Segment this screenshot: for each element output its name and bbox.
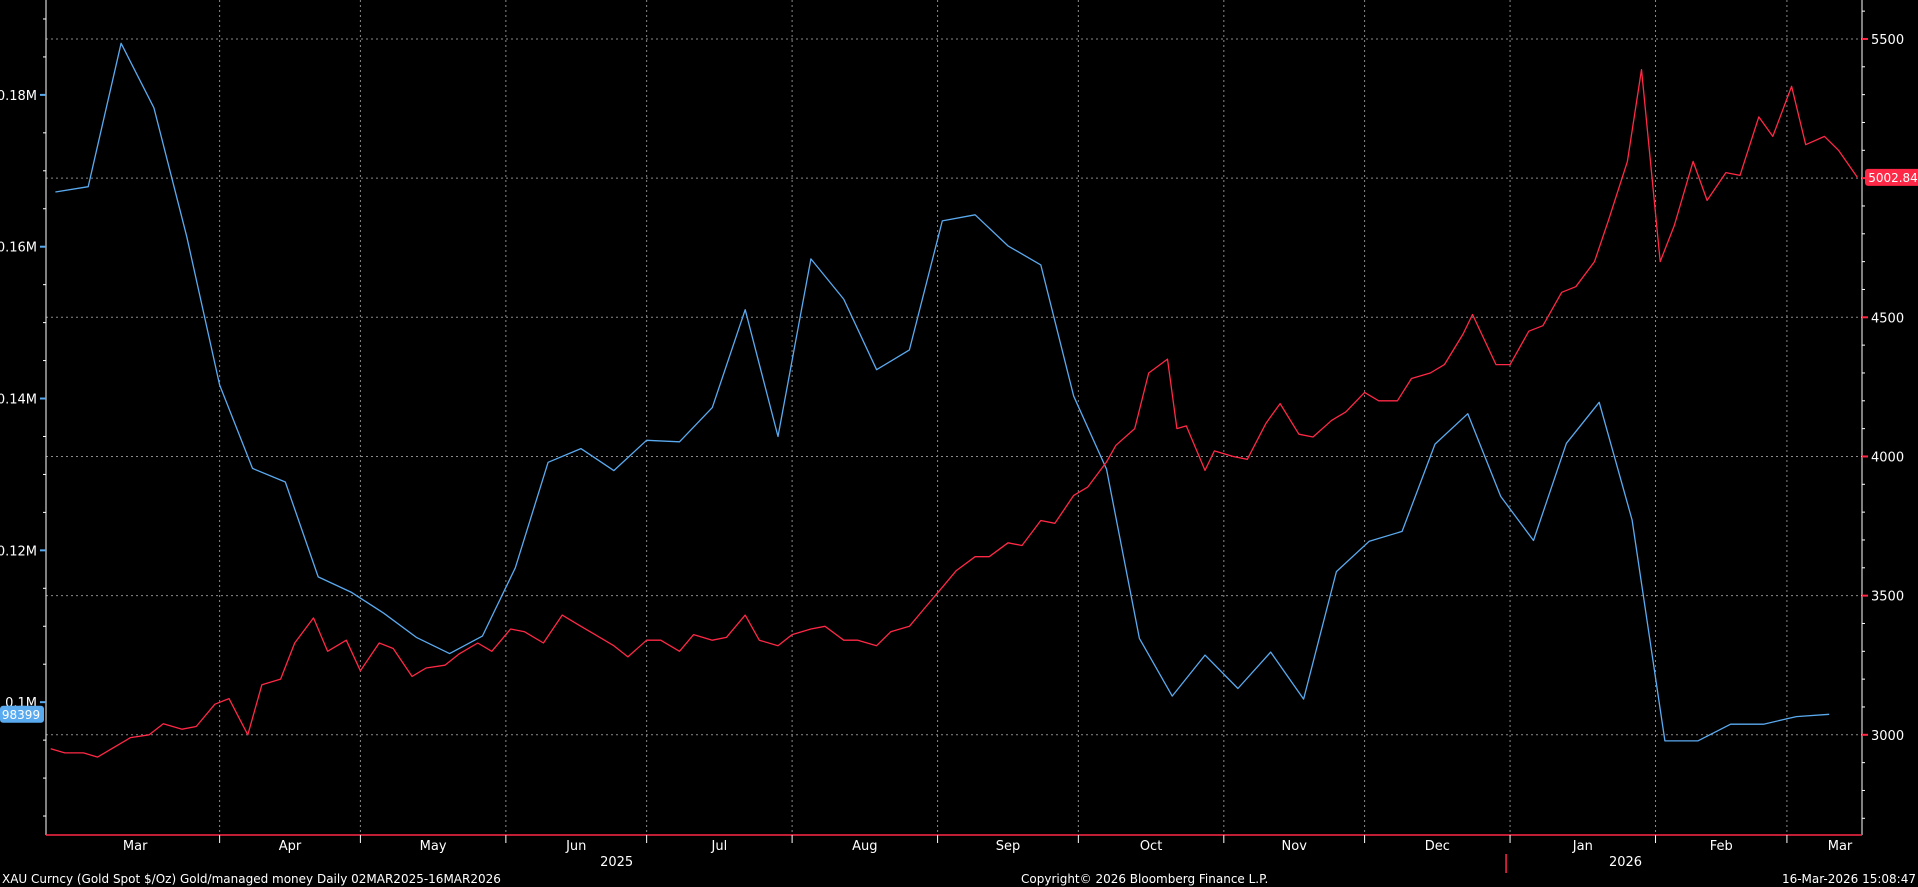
x-month-label: Apr bbox=[279, 839, 302, 854]
left-tick-label: 0.14M bbox=[0, 393, 37, 408]
gold-price-line bbox=[50, 68, 1858, 758]
x-year-label: 2026 bbox=[1609, 855, 1642, 870]
right-current-value-badge: 5002.84 bbox=[1865, 168, 1918, 186]
left-tick-label: 0.16M bbox=[0, 241, 37, 256]
x-month-label: Mar bbox=[1828, 839, 1853, 854]
right-tick-label: 4000 bbox=[1871, 450, 1904, 465]
axes bbox=[40, 0, 1868, 873]
right-tick-label: 4500 bbox=[1871, 311, 1904, 326]
gold-price-series bbox=[50, 68, 1858, 758]
managed-money-line bbox=[55, 42, 1830, 742]
x-month-label: Jul bbox=[711, 839, 728, 854]
x-month-label: Dec bbox=[1425, 839, 1450, 854]
x-year-label: 2025 bbox=[600, 855, 633, 870]
x-month-label: Sep bbox=[996, 839, 1021, 854]
x-month-label: Feb bbox=[1710, 839, 1733, 854]
x-month-label: Oct bbox=[1140, 839, 1162, 854]
grid-lines bbox=[46, 0, 1862, 835]
right-tick-label: 5500 bbox=[1871, 33, 1904, 48]
footer-timestamp: 16-Mar-2026 15:08:47 bbox=[1782, 872, 1916, 886]
left-tick-label: 0.18M bbox=[0, 89, 37, 104]
x-month-label: Jun bbox=[565, 839, 586, 854]
x-month-label: Mar bbox=[123, 839, 148, 854]
managed-money-series bbox=[55, 42, 1830, 742]
footer-description: XAU Curncy (Gold Spot $/Oz) Gold/managed… bbox=[2, 872, 501, 886]
tick-labels: 0.1M0.12M0.14M0.16M0.18M3000350040004500… bbox=[0, 33, 1904, 870]
right-tick-label: 3500 bbox=[1871, 590, 1904, 605]
right-current-value-box bbox=[1865, 168, 1918, 186]
right-tick-label: 3000 bbox=[1871, 729, 1904, 744]
right-current-value-label: 5002.84 bbox=[1868, 171, 1918, 185]
left-current-value-badge: 98399 bbox=[0, 705, 44, 723]
x-month-label: Aug bbox=[852, 839, 877, 854]
left-current-value-label: 98399 bbox=[2, 708, 40, 722]
footer-copyright: Copyright© 2026 Bloomberg Finance L.P. bbox=[1021, 872, 1268, 886]
left-tick-label: 0.12M bbox=[0, 544, 37, 559]
x-month-label: Jan bbox=[1572, 839, 1593, 854]
x-month-label: May bbox=[420, 839, 447, 854]
x-month-label: Nov bbox=[1282, 839, 1308, 854]
left-current-value-box bbox=[0, 705, 44, 723]
